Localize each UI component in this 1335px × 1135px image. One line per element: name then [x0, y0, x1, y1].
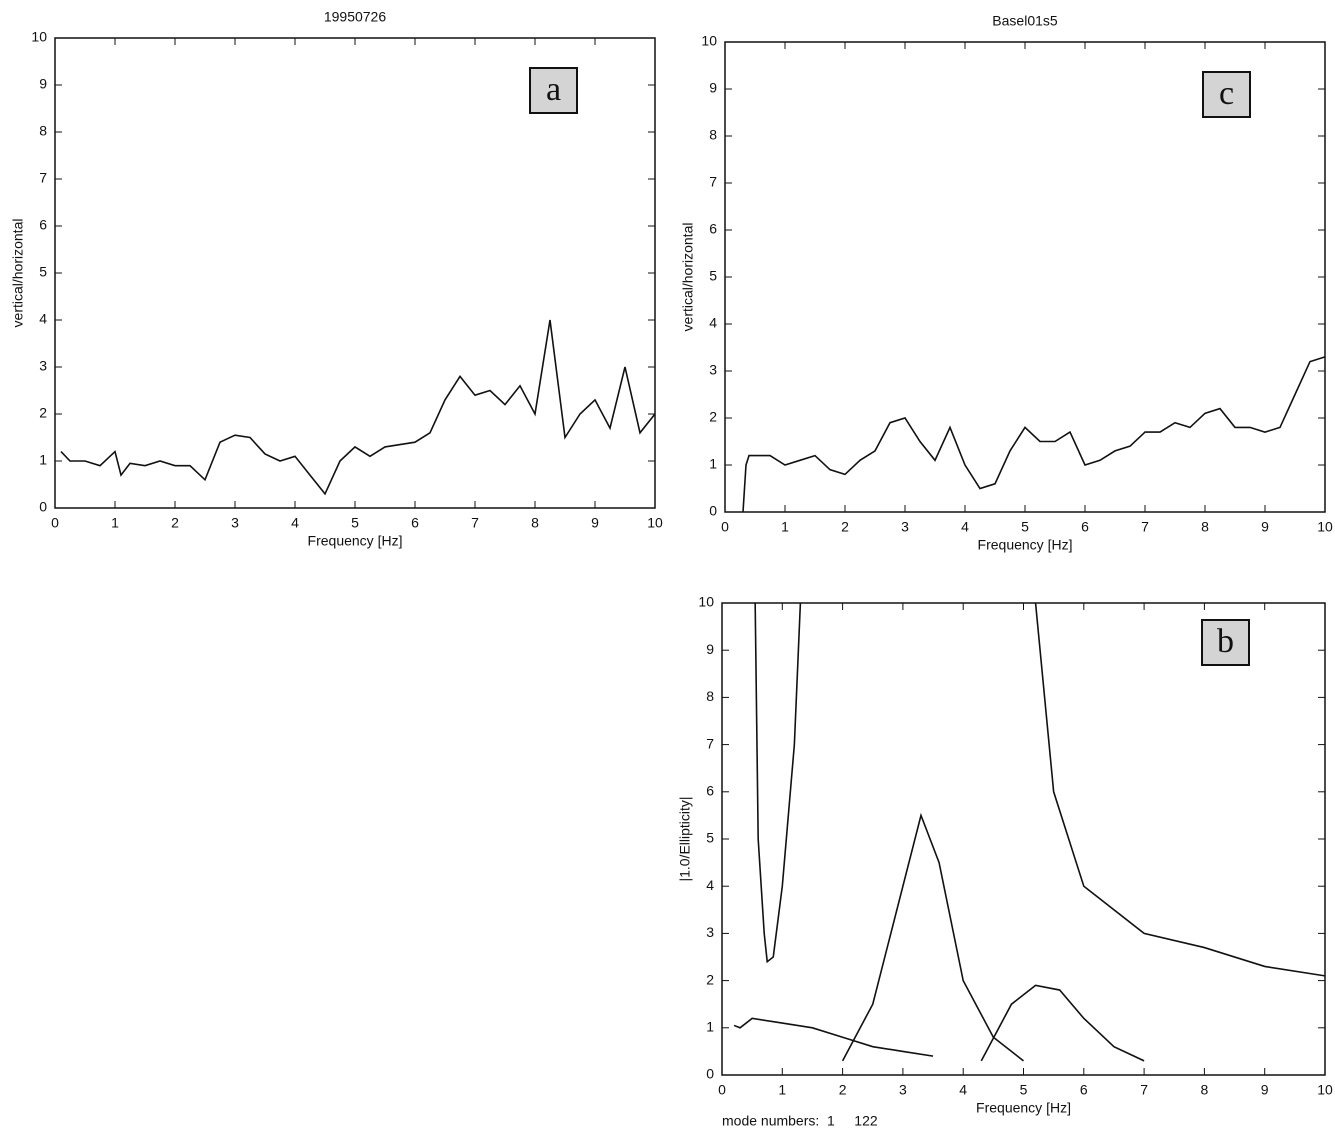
x-tick-label: 8: [531, 515, 539, 531]
x-tick-label: 0: [718, 1082, 726, 1098]
x-tick-label: 6: [1081, 519, 1089, 535]
y-tick-label: 2: [709, 409, 717, 425]
x-tick-label: 3: [901, 519, 909, 535]
x-tick-label: 7: [1140, 1082, 1148, 1098]
x-tick-label: 4: [961, 519, 969, 535]
panel-label: b: [1217, 623, 1234, 660]
x-tick-label: 9: [1261, 519, 1269, 535]
plot-frame: [721, 602, 1326, 1076]
y-tick-label: 4: [709, 315, 717, 331]
x-tick-label: 2: [171, 515, 179, 531]
y-tick-label: 0: [706, 1066, 714, 1082]
y-tick-label: 1: [706, 1019, 714, 1035]
data-line: [733, 1017, 934, 1057]
x-axis-label: Frequency [Hz]: [978, 537, 1073, 553]
x-tick-label: 10: [1317, 1082, 1333, 1098]
y-tick-label: 6: [39, 217, 47, 233]
x-tick-label: 2: [841, 519, 849, 535]
y-tick-label: 5: [706, 830, 714, 846]
x-tick-label: 6: [1080, 1082, 1088, 1098]
x-tick-label: 5: [1020, 1082, 1028, 1098]
x-tick-label: 9: [1261, 1082, 1269, 1098]
panel-label-box: [529, 67, 578, 114]
data-line: [1034, 602, 1326, 977]
y-axis-label: vertical/horizontal: [10, 219, 26, 328]
x-tick-label: 1: [111, 515, 119, 531]
y-tick-label: 7: [39, 170, 47, 186]
data-line: [754, 602, 802, 964]
panel-label-box: [1201, 619, 1250, 666]
x-tick-label: 10: [647, 515, 663, 531]
y-tick-label: 8: [709, 127, 717, 143]
y-tick-label: 1: [709, 456, 717, 472]
y-tick-label: 10: [31, 29, 47, 45]
panel: 0 1 2 3 4 5 6 7 8 9 10 0 1 2 3 4 5 6 7 8 9 10 Basel01s5 Frequen…: [680, 13, 1333, 553]
y-tick-label: 5: [709, 268, 717, 284]
y-tick-label: 9: [709, 80, 717, 96]
y-tick-label: 10: [698, 594, 714, 610]
x-axis-label: Frequency [Hz]: [976, 1100, 1071, 1116]
data-line: [841, 812, 1024, 1062]
x-tick-label: 10: [1317, 519, 1333, 535]
y-tick-label: 3: [706, 924, 714, 940]
x-tick-label: 8: [1201, 1082, 1209, 1098]
y-tick-label: 9: [39, 76, 47, 92]
panel: 0 1 2 3 4 5 6 7 8 9 10 0 1 2 3 4 5 6 7 8 9 10 19950726 Frequenc…: [10, 9, 663, 549]
y-tick-label: 8: [706, 688, 714, 704]
y-tick-label: 1: [39, 452, 47, 468]
y-tick-label: 9: [706, 641, 714, 657]
panel-label-box: [1202, 71, 1251, 118]
y-tick-label: 2: [39, 405, 47, 421]
y-tick-label: 5: [39, 264, 47, 280]
y-tick-label: 4: [706, 877, 714, 893]
y-tick-label: 0: [39, 499, 47, 515]
x-tick-label: 4: [291, 515, 299, 531]
data-line: [742, 356, 1326, 513]
y-axis-label: vertical/horizontal: [680, 223, 696, 332]
y-tick-label: 6: [709, 221, 717, 237]
x-tick-label: 1: [781, 519, 789, 535]
x-tick-label: 8: [1201, 519, 1209, 535]
panel-label: c: [1219, 75, 1234, 112]
x-tick-label: 9: [591, 515, 599, 531]
x-tick-label: 5: [351, 515, 359, 531]
x-tick-label: 4: [959, 1082, 967, 1098]
x-tick-label: 1: [778, 1082, 786, 1098]
x-axis-label: Frequency [Hz]: [308, 533, 403, 549]
y-tick-label: 7: [709, 174, 717, 190]
x-tick-label: 3: [899, 1082, 907, 1098]
y-tick-label: 3: [709, 362, 717, 378]
chart-title: 19950726: [324, 9, 387, 25]
y-tick-label: 3: [39, 358, 47, 374]
y-tick-label: 4: [39, 311, 47, 327]
x-tick-label: 2: [839, 1082, 847, 1098]
y-tick-label: 8: [39, 123, 47, 139]
x-tick-label: 0: [51, 515, 59, 531]
data-line: [60, 319, 656, 496]
x-tick-label: 3: [231, 515, 239, 531]
x-tick-label: 7: [1141, 519, 1149, 535]
chart-title: Basel01s5: [992, 13, 1058, 29]
annotation: mode numbers: 1 122: [722, 1113, 878, 1129]
x-tick-label: 6: [411, 515, 419, 531]
x-tick-label: 7: [471, 515, 479, 531]
panel-label: a: [546, 71, 561, 108]
x-tick-label: 5: [1021, 519, 1029, 535]
y-tick-label: 6: [706, 783, 714, 799]
y-tick-label: 7: [706, 735, 714, 751]
y-tick-label: 10: [701, 33, 717, 49]
y-axis-label: |1.0/Ellipticity|: [677, 796, 693, 881]
y-tick-label: 0: [709, 503, 717, 519]
x-tick-label: 0: [721, 519, 729, 535]
y-tick-label: 2: [706, 971, 714, 987]
data-line: [980, 984, 1145, 1062]
panel: 0 1 2 3 4 5 6 7 8 9 10 0 1 2 3 4 5 6 7 8 9 10 Frequency [Hz] |1…: [677, 594, 1333, 1129]
